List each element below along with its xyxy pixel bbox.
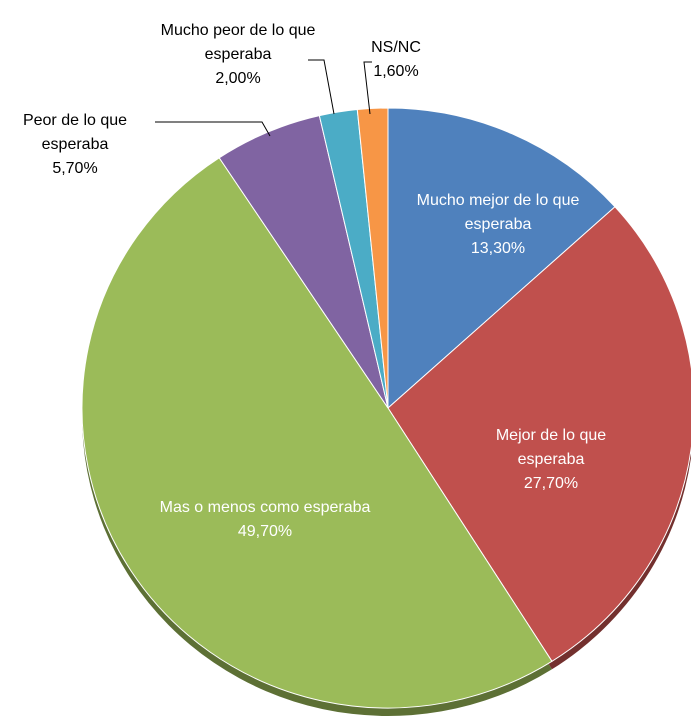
value-label: 13,30% [470,240,526,257]
value-label: 2,00% [215,70,261,87]
category-label: Mucho peor de lo que esperaba [160,22,316,63]
slice-label: Mucho peor de lo que esperaba 2,00% [148,19,328,91]
slice [387,206,691,662]
slice-label: NS/NC 1,60% [356,36,436,84]
slice [387,107,616,410]
slice [356,107,389,409]
slice [81,157,553,709]
slice-label: Mucho mejor de lo que esperaba 13,30% [403,189,593,261]
slice-label: Mejor de lo que esperaba 27,70% [466,424,636,496]
slice-label: Mas o menos como esperaba 49,70% [155,496,375,544]
leader-line [308,59,335,115]
category-label: Mejor de lo que esperaba [495,427,607,468]
value-label: 1,60% [373,63,419,80]
value-label: 49,70% [237,523,293,540]
leader-line [363,61,372,115]
category-label: Mas o menos como esperaba [159,499,371,516]
category-label: Mucho mejor de lo que esperaba [416,192,580,233]
category-label: Peor de lo que esperaba [22,112,128,153]
leader-line [155,121,271,137]
category-label: NS/NC [371,39,421,56]
value-label: 5,70% [52,160,98,177]
slice-label: Peor de lo que esperaba 5,70% [0,109,150,181]
value-label: 27,70% [523,475,579,492]
